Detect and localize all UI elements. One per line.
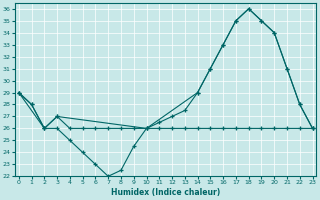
X-axis label: Humidex (Indice chaleur): Humidex (Indice chaleur) (111, 188, 220, 197)
